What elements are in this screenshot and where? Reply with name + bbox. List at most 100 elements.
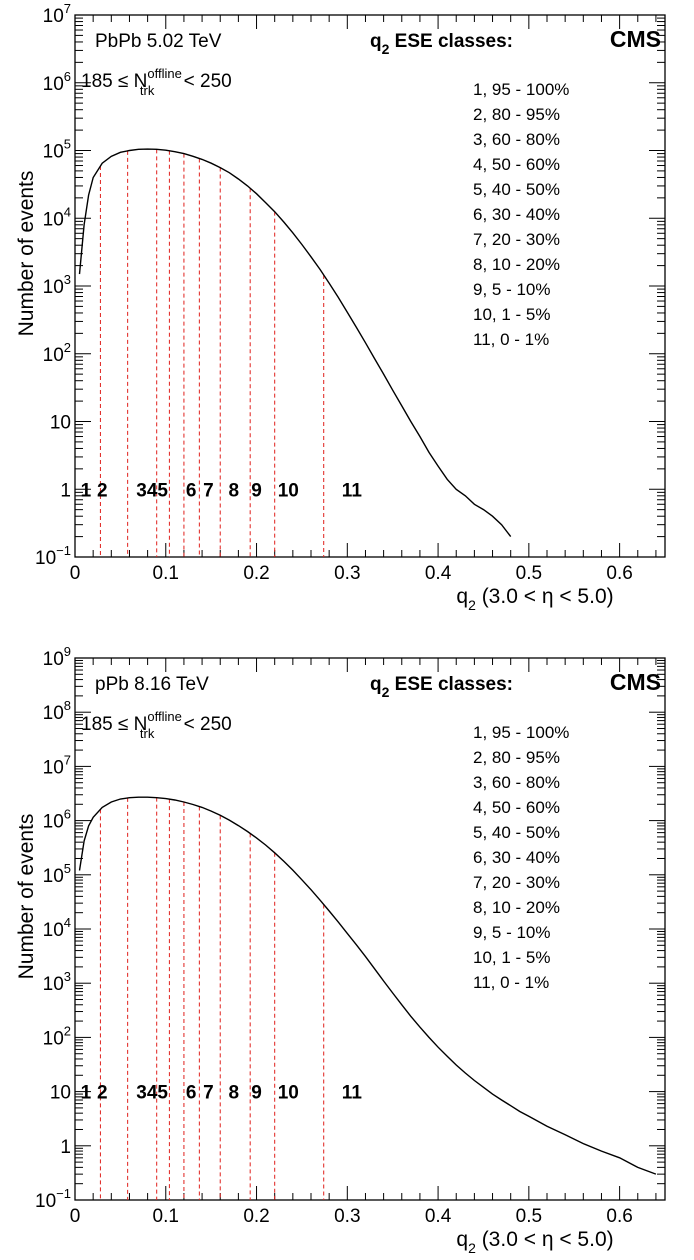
y-tick-exponent: 4	[64, 204, 71, 219]
class-list-item: 11, 0 - 1%	[473, 330, 549, 349]
y-tick-base: 10	[35, 548, 56, 569]
y-tick-label: 107	[43, 1, 71, 27]
experiment-label: CMS	[610, 26, 661, 52]
class-list-item: 2, 80 - 95%	[473, 748, 560, 767]
y-tick-label: 104	[43, 915, 71, 941]
y-tick-label: 105	[43, 137, 71, 163]
y-tick-label: 103	[43, 272, 71, 298]
x-tick-label: 0.1	[153, 1206, 179, 1227]
y-tick-label: 103	[43, 969, 71, 995]
ntrk-suffix: < 250	[178, 71, 231, 92]
y-tick-label: 104	[43, 204, 71, 230]
class-list-item: 9, 5 - 10%	[473, 280, 551, 299]
y-tick-exponent: 2	[64, 1023, 71, 1038]
y-tick-base: 10	[43, 866, 64, 887]
x-tick-label: 0.5	[516, 1206, 542, 1227]
y-tick-exponent: 8	[64, 698, 71, 713]
classes-title-q: q	[370, 674, 382, 695]
class-bin-label: 10	[278, 1083, 299, 1104]
x-axis-title-sub: 2	[468, 597, 476, 613]
class-bin-label: 1	[81, 1083, 92, 1104]
y-tick-label: 1	[60, 480, 71, 501]
class-list-item: 5, 40 - 50%	[473, 823, 560, 842]
x-axis-title-q: q	[456, 1228, 468, 1251]
x-tick-label: 0.4	[425, 563, 452, 584]
class-list-item: 8, 10 - 20%	[473, 255, 560, 274]
data-curve	[78, 148, 512, 538]
y-tick-exponent: 9	[64, 644, 71, 659]
y-tick-label: 10−1	[35, 543, 71, 569]
x-axis-title-sub: 2	[468, 1240, 476, 1256]
chart-panel-top: 0 0.1 0.2 0.3 0.4 0.5 0.610−111010210310410510…	[15, 1, 666, 613]
x-axis-title: q2 (3.0 < η < 5.0)	[456, 585, 613, 613]
class-bin-label: 11	[342, 1083, 363, 1104]
class-list-item: 10, 1 - 5%	[473, 305, 551, 324]
y-tick-base: 10	[43, 74, 64, 95]
y-tick-label: 108	[43, 698, 71, 724]
class-list-item: 4, 50 - 60%	[473, 798, 560, 817]
class-bin-label: 9	[251, 480, 262, 501]
class-list-item: 3, 60 - 80%	[473, 773, 560, 792]
class-list-item: 1, 95 - 100%	[473, 723, 569, 742]
x-axis-title-rest: (3.0 < η < 5.0)	[476, 1228, 614, 1251]
ntrk-suffix: < 250	[178, 714, 231, 735]
ntrk-label: 185 ≤ Noffline trk < 250	[81, 709, 232, 741]
x-axis-title-q: q	[456, 585, 468, 608]
y-tick-base: 10	[43, 1028, 64, 1049]
y-tick-base: 10	[43, 142, 64, 163]
class-list-item: 6, 30 - 40%	[473, 205, 560, 224]
class-bin-label: 7	[203, 480, 214, 501]
classes-title-sub: 2	[382, 41, 390, 57]
class-bin-label: 1	[81, 480, 92, 501]
class-bin-label: 8	[229, 1083, 240, 1104]
class-list-item: 1, 95 - 100%	[473, 80, 569, 99]
x-tick-label: 0.2	[243, 563, 269, 584]
y-tick-base: 1	[60, 480, 71, 501]
x-tick-label: 0.3	[334, 563, 360, 584]
class-list-item: 3, 60 - 80%	[473, 130, 560, 149]
classes-title: q2 ESE classes:	[370, 31, 513, 57]
y-tick-base: 10	[43, 209, 64, 230]
y-tick-base: 10	[43, 277, 64, 298]
ntrk-label: 185 ≤ Noffline trk < 250	[81, 66, 232, 98]
y-tick-exponent: 3	[64, 969, 71, 984]
class-bin-label: 345	[136, 1083, 168, 1104]
y-tick-label: 107	[43, 752, 71, 778]
y-axis-title: Number of events	[15, 814, 38, 980]
x-tick-label: 0.5	[516, 563, 542, 584]
y-tick-base: 10	[43, 6, 64, 27]
y-tick-label: 10	[50, 413, 71, 434]
chart-panel-bottom: 0 0.1 0.2 0.3 0.4 0.5 0.610−111010210310410510…	[15, 644, 666, 1256]
experiment-label: CMS	[610, 669, 661, 695]
x-axis-title-rest: (3.0 < η < 5.0)	[476, 585, 614, 608]
y-tick-base: 1	[60, 1137, 71, 1158]
y-tick-base: 10	[43, 974, 64, 995]
y-tick-label: 102	[43, 340, 71, 366]
class-bin-label: 11	[342, 480, 363, 501]
class-list-item: 9, 5 - 10%	[473, 923, 551, 942]
y-tick-label: 105	[43, 861, 71, 887]
class-list-item: 4, 50 - 60%	[473, 155, 560, 174]
y-tick-exponent: 6	[64, 69, 71, 84]
ntrk-superscript: offline	[147, 66, 181, 81]
classes-title-q: q	[370, 31, 382, 52]
class-bin-label: 8	[229, 480, 240, 501]
y-tick-exponent: −1	[56, 543, 71, 558]
plot-frame	[74, 657, 666, 1201]
class-list-item: 8, 10 - 20%	[473, 898, 560, 917]
y-tick-label: 109	[43, 644, 71, 670]
x-tick-label: 0.4	[425, 1206, 452, 1227]
ntrk-superscript: offline	[147, 709, 181, 724]
system-label: PbPb 5.02 TeV	[95, 31, 222, 52]
y-tick-base: 10	[50, 1083, 71, 1104]
x-tick-label: 0.6	[606, 1206, 632, 1227]
classes-title-sub: 2	[382, 684, 390, 700]
ntrk-prefix: 185 ≤ N	[81, 714, 147, 735]
y-tick-exponent: 2	[64, 340, 71, 355]
y-tick-exponent: −1	[56, 1186, 71, 1201]
x-tick-label: 0.2	[243, 1206, 269, 1227]
class-bin-label: 10	[278, 480, 299, 501]
y-tick-label: 10	[50, 1083, 71, 1104]
x-tick-label: 0.3	[334, 1206, 360, 1227]
y-tick-exponent: 5	[64, 137, 71, 152]
